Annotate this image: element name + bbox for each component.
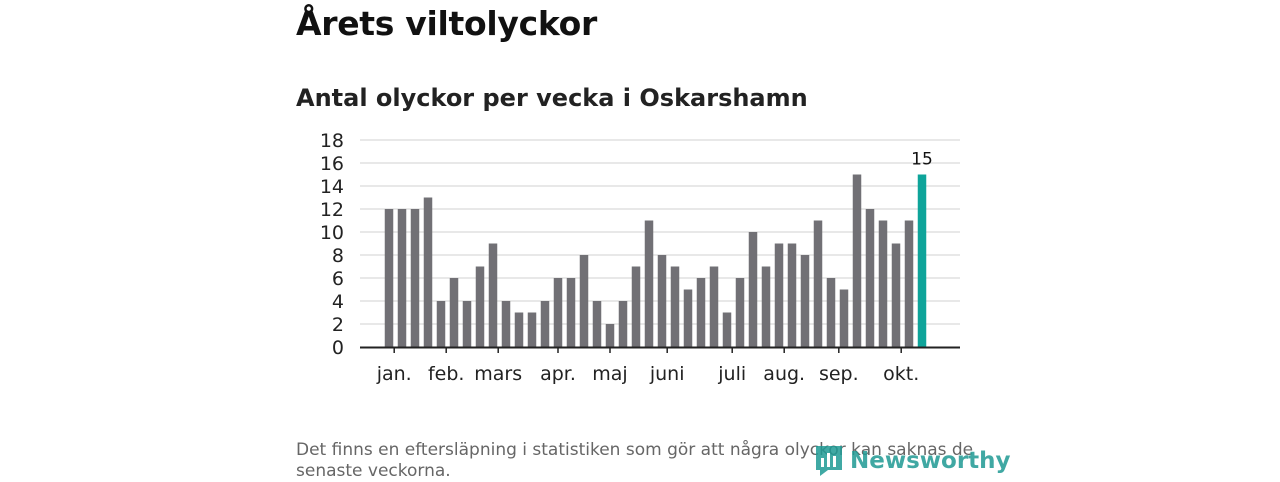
bar: [787, 243, 797, 347]
bar: [592, 301, 602, 347]
bar: [631, 266, 641, 347]
x-tick-label: feb.: [428, 363, 464, 385]
bar: [722, 312, 732, 347]
bar: [826, 278, 836, 347]
bar: [813, 220, 823, 347]
bar: [436, 301, 446, 347]
bar: [475, 266, 485, 347]
x-tick-label: apr.: [540, 363, 576, 385]
bar: [761, 266, 771, 347]
bar: [774, 243, 784, 347]
bar: [527, 312, 537, 347]
x-tick-label: juli: [717, 363, 746, 385]
y-tick-label: 4: [332, 291, 344, 313]
bar: [709, 266, 719, 347]
bar: [566, 278, 576, 347]
bar: [657, 255, 667, 347]
y-tick-label: 10: [320, 222, 344, 244]
bar: [683, 289, 693, 347]
gridlines: [360, 139, 960, 325]
x-tick-label: sep.: [819, 363, 859, 385]
footnote: Det finns en eftersläpning i statistiken…: [296, 440, 974, 481]
y-tick-label: 6: [332, 268, 344, 290]
bar: [904, 220, 914, 347]
bar: [579, 255, 589, 347]
bar: [514, 312, 524, 347]
brand-name: Newsworthy: [850, 448, 1011, 474]
bar: [423, 197, 433, 347]
chart-title: Årets viltolyckor: [296, 4, 597, 43]
x-tick-label: maj: [592, 363, 627, 385]
y-tick-label: 14: [320, 176, 344, 198]
bar: [501, 301, 511, 347]
bar: [696, 278, 706, 347]
bar: [644, 220, 654, 347]
bar: [540, 301, 550, 347]
y-tick-label: 8: [332, 245, 344, 267]
bar: [891, 243, 901, 347]
y-tick-label: 0: [332, 337, 344, 359]
y-tick-label: 12: [320, 199, 344, 221]
data-label: 15: [911, 150, 933, 170]
bar: [748, 232, 758, 347]
y-tick-label: 2: [332, 314, 344, 336]
bar: [852, 174, 862, 347]
x-tick-label: okt.: [883, 363, 919, 385]
bar: [800, 255, 810, 347]
y-tick-label: 18: [320, 130, 344, 152]
bar-chart-logo-icon: [816, 446, 842, 476]
newsworthy-logo: Newsworthy: [814, 444, 1011, 478]
bar: [605, 324, 615, 347]
data-labels: 15: [911, 150, 933, 170]
x-tick-label: juni: [649, 363, 685, 385]
bar: [839, 289, 849, 347]
bar: [410, 209, 420, 347]
x-tick-label: jan.: [376, 363, 412, 385]
bar: [553, 278, 563, 347]
bar: [397, 209, 407, 347]
bar: [488, 243, 498, 347]
y-tick-label: 16: [320, 153, 344, 175]
chart-subtitle: Antal olyckor per vecka i Oskarshamn: [296, 84, 808, 112]
x-tick-label: mars: [474, 363, 522, 385]
bar: [735, 278, 745, 347]
bar-highlight: [917, 174, 927, 347]
bar: [462, 301, 472, 347]
bar: [670, 266, 680, 347]
x-tick-label: aug.: [763, 363, 805, 385]
x-axis-ticks: jan. feb. mars apr. maj juni juli aug. sep. okt.: [376, 347, 919, 385]
bar: [449, 278, 459, 347]
bars: [384, 174, 927, 347]
bar: [618, 301, 628, 347]
bar: [865, 209, 875, 347]
bar: [878, 220, 888, 347]
bar: [384, 209, 394, 347]
